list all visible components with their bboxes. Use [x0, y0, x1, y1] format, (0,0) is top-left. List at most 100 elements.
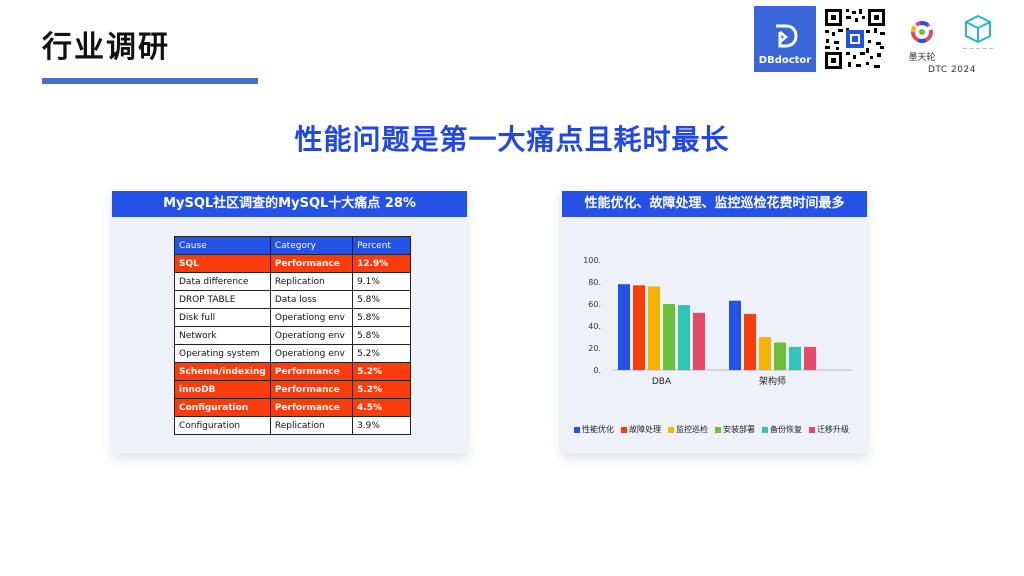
y-tick-label: 0. — [593, 366, 601, 375]
cell-cause: Configuration — [174, 416, 271, 435]
motianlun-logo: 墨天轮 — [896, 16, 948, 64]
table-row: Configuration Performance 4.5% — [174, 398, 411, 417]
chart-legend: 性能优化 故障处理 监控巡检 安装部署 备份恢复 迁移升级 — [574, 424, 849, 435]
legend-item: 备份恢复 — [762, 424, 802, 435]
table-row: Schema/indexing Performance 5.2% — [174, 362, 411, 381]
dbdoctor-logo-text: DBdoctor — [758, 55, 812, 66]
table-row: Disk full Operationg env 5.8% — [174, 308, 411, 327]
cell-percent: 4.5% — [352, 398, 411, 417]
legend-item: 迁移升级 — [809, 424, 849, 435]
legend-swatch — [668, 426, 674, 433]
legend-swatch — [715, 426, 721, 433]
cell-percent: 5.8% — [352, 308, 411, 327]
legend-label: 备份恢复 — [770, 425, 802, 434]
table-row: Network Operationg env 5.8% — [174, 326, 411, 345]
chart-bar — [618, 284, 630, 370]
cell-cause: Network — [174, 326, 271, 345]
legend-item: 故障处理 — [621, 424, 661, 435]
legend-label: 迁移升级 — [817, 425, 849, 434]
legend-label: 监控巡检 — [676, 425, 708, 434]
cell-percent: 9.1% — [352, 272, 411, 291]
cell-cause: innoDB — [174, 380, 271, 399]
cell-category: Performance — [269, 380, 354, 399]
motianlun-logo-text: 墨天轮 — [908, 53, 936, 63]
y-tick-label: 100. — [583, 256, 601, 265]
cell-category: Replication — [269, 416, 354, 435]
cell-category: Operationg env — [269, 344, 354, 363]
time-spent-title: 性能优化、故障处理、监控巡检花费时间最多 — [562, 191, 867, 217]
pain-points-table: Cause Category Percent SQL Performance 12.… — [174, 236, 411, 435]
legend-item: 监控巡检 — [668, 424, 708, 435]
cell-category: Performance — [269, 398, 354, 417]
cell-cause: Disk full — [174, 308, 271, 327]
chart-bar — [744, 313, 756, 370]
legend-label: 安装部署 — [723, 425, 755, 434]
cell-cause: Operating system — [174, 344, 271, 363]
y-tick-label: 40. — [588, 322, 601, 331]
time-spent-card: 性能优化、故障处理、监控巡检花费时间最多 100. 80. 60. 40. 20. 0. D… — [562, 191, 867, 454]
table-row: innoDB Performance 5.2% — [174, 380, 411, 399]
dbdoctor-logo: DBdoctor — [754, 6, 816, 72]
table-row: Configuration Replication 3.9% — [174, 416, 411, 435]
cell-percent: 5.8% — [352, 326, 411, 345]
column-header-percent: Percent — [352, 236, 411, 255]
dtc-caption: DTC 2024 — [928, 65, 976, 75]
cell-percent: 5.8% — [352, 290, 411, 309]
table-row: DROP TABLE Data loss 5.8% — [174, 290, 411, 309]
table-row: SQL Performance 12.9% — [174, 254, 411, 273]
cell-cause: DROP TABLE — [174, 290, 271, 309]
legend-swatch — [809, 426, 815, 433]
legend-swatch — [621, 426, 627, 433]
title-underline — [42, 78, 258, 84]
cell-category: Performance — [269, 362, 354, 381]
page-title: 行业调研 — [42, 30, 170, 65]
column-header-cause: Cause — [174, 236, 271, 255]
chart-bar — [648, 286, 660, 370]
cell-percent: 5.2% — [352, 344, 411, 363]
legend-swatch — [762, 426, 768, 433]
mysql-pain-points-title: MySQL社区调查的MySQL十大痛点 28% — [112, 191, 467, 217]
chart-bar — [693, 312, 705, 370]
headline: 性能问题是第一大痛点且耗时最长 — [294, 123, 730, 156]
y-tick-label: 80. — [588, 278, 601, 287]
table-header-row: Cause Category Percent — [174, 236, 411, 255]
cell-percent: 5.2% — [352, 380, 411, 399]
cell-category: Replication — [269, 272, 354, 291]
legend-item: 性能优化 — [574, 424, 614, 435]
chart-bar — [633, 285, 645, 370]
cell-category: Operationg env — [269, 326, 354, 345]
cell-percent: 3.9% — [352, 416, 411, 435]
cell-percent: 5.2% — [352, 362, 411, 381]
dtc-logo-subtext: — — — — — — [962, 46, 994, 52]
legend-item: 安装部署 — [715, 424, 755, 435]
table-row: Operating system Operationg env 5.2% — [174, 344, 411, 363]
legend-swatch — [574, 426, 580, 433]
qr-code-icon[interactable] — [822, 6, 888, 72]
column-header-category: Category — [269, 236, 354, 255]
y-tick-label: 20. — [588, 344, 601, 353]
chart-bar — [678, 305, 690, 370]
legend-label: 性能优化 — [582, 425, 614, 434]
cell-category: Performance — [269, 254, 354, 273]
cell-category: Data loss — [269, 290, 354, 309]
dtc-logo: — — — — — — [950, 14, 1006, 60]
chart-bar — [789, 346, 801, 370]
cell-cause: Schema/indexing — [174, 362, 271, 381]
x-category-label: DBA — [652, 377, 672, 387]
chart-bar — [729, 300, 741, 370]
chart-bar — [663, 304, 675, 370]
cell-percent: 12.9% — [352, 254, 411, 273]
motianlun-wheel-icon — [911, 21, 933, 43]
cell-cause: Configuration — [174, 398, 271, 417]
cell-cause: SQL — [174, 254, 271, 273]
chart-bar — [774, 342, 786, 370]
chart-bar — [759, 337, 771, 370]
legend-label: 故障处理 — [629, 425, 661, 434]
time-spent-bar-chart: 100. 80. 60. 40. 20. 0. DBA 架构师 — [583, 256, 852, 387]
cell-category: Operationg env — [269, 308, 354, 327]
y-tick-label: 60. — [588, 300, 601, 309]
chart-bar — [804, 346, 816, 370]
dbdoctor-mark-icon — [776, 24, 798, 48]
x-category-label: 架构师 — [759, 375, 786, 387]
table-row: Data difference Replication 9.1% — [174, 272, 411, 291]
